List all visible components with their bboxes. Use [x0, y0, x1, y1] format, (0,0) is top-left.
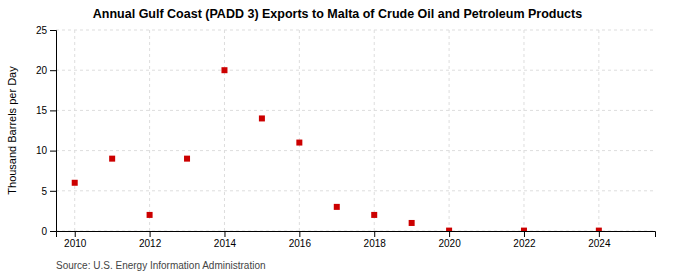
y-tick-label: 10	[36, 145, 48, 156]
point	[371, 212, 377, 218]
point	[334, 204, 340, 210]
y-tick: 0	[41, 226, 56, 237]
x-grid-line	[449, 30, 450, 231]
y-tick-mark	[50, 110, 56, 111]
x-grid-line	[299, 30, 300, 231]
y-tick: 25	[36, 25, 56, 36]
x-tick-mark	[374, 231, 375, 237]
x-axis: 2010 2012 2014 2016 2018 2020 2022 2024	[57, 231, 656, 249]
x-tick: 2020	[438, 231, 461, 249]
grid	[56, 30, 655, 231]
y-grid-line	[56, 150, 655, 151]
x-tick-mark	[299, 231, 300, 237]
x-tick-label: 2020	[438, 238, 461, 249]
y-axis-line	[50, 31, 57, 232]
x-grid-line	[224, 30, 225, 231]
x-tick: 2012	[139, 231, 162, 249]
point	[147, 212, 153, 218]
x-grid-line	[523, 30, 524, 231]
y-tick-mark	[50, 231, 56, 232]
y-axis: 0 5 10 15 20 25	[36, 25, 57, 237]
y-tick-label: 5	[41, 186, 47, 197]
x-tick-label: 2016	[289, 238, 312, 249]
point	[446, 228, 452, 231]
x-tick-mark	[75, 231, 76, 237]
y-grid-line	[56, 70, 655, 71]
x-grid-line	[374, 30, 375, 231]
x-tick-mark	[524, 231, 525, 237]
x-grid-line	[149, 30, 150, 231]
x-tick-mark	[599, 231, 600, 237]
y-grid-line	[56, 30, 655, 31]
y-tick: 5	[41, 186, 56, 197]
point	[596, 228, 602, 231]
y-axis-label: Thousand Barrels per Day	[6, 66, 18, 195]
y-tick: 20	[36, 65, 56, 76]
y-tick-label: 20	[36, 65, 48, 76]
y-tick-label: 0	[41, 226, 47, 237]
chart-container: 2010 2012 2014 2016 2018 2020 2022 2024 0 5 10 15 20…	[0, 0, 675, 275]
x-tick-label: 2012	[139, 238, 162, 249]
x-tick-mark	[150, 231, 151, 237]
y-tick-mark	[50, 70, 56, 71]
plot-area: 2010 2012 2014 2016 2018 2020 2022 2024 0 5 10 15 20…	[36, 25, 656, 249]
x-tick: 2018	[364, 231, 387, 249]
points	[72, 67, 602, 231]
x-tick-label: 2010	[64, 238, 87, 249]
x-grid-line	[598, 30, 599, 231]
y-tick-label: 25	[36, 25, 48, 36]
point	[109, 156, 115, 162]
point	[72, 180, 78, 186]
y-tick: 15	[36, 105, 56, 116]
x-tick-label: 2018	[364, 238, 387, 249]
source-note: Source: U.S. Energy Information Administ…	[56, 260, 266, 271]
x-grid-line	[74, 30, 75, 231]
x-tick-mark	[449, 231, 450, 237]
point	[409, 220, 415, 226]
point	[221, 67, 227, 73]
x-tick: 2014	[214, 231, 237, 249]
x-tick: 2024	[588, 231, 611, 249]
y-tick-label: 15	[36, 105, 48, 116]
y-tick-mark	[50, 151, 56, 152]
y-tick: 10	[36, 145, 56, 156]
point	[184, 156, 190, 162]
x-tick-mark	[224, 231, 225, 237]
x-axis-line	[57, 232, 656, 238]
x-tick-label: 2022	[513, 238, 536, 249]
x-tick: 2022	[513, 231, 536, 249]
x-tick: 2016	[289, 231, 312, 249]
title: Annual Gulf Coast (PADD 3) Exports to Ma…	[93, 7, 582, 21]
x-tick: 2010	[64, 231, 87, 249]
point	[296, 140, 302, 146]
x-tick-label: 2024	[588, 238, 611, 249]
y-grid-line	[56, 190, 655, 191]
y-tick-mark	[50, 191, 56, 192]
chart: 2010 2012 2014 2016 2018 2020 2022 2024 0 5 10 15 20…	[0, 0, 675, 275]
point	[259, 115, 265, 121]
y-grid-line	[56, 110, 655, 111]
x-tick-label: 2014	[214, 238, 237, 249]
point	[521, 228, 527, 231]
y-tick-mark	[50, 30, 56, 31]
